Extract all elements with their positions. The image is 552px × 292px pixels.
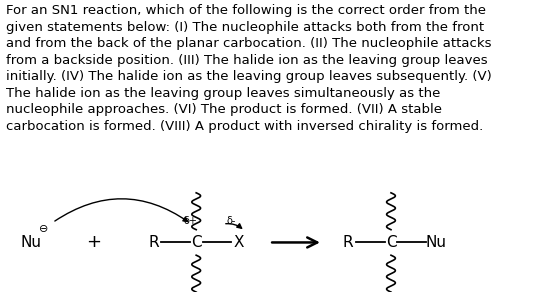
Text: C: C <box>191 235 201 250</box>
Text: δ-: δ- <box>226 216 236 226</box>
Text: R: R <box>343 235 353 250</box>
Text: +: + <box>87 233 102 251</box>
Text: X: X <box>234 235 245 250</box>
Text: Nu: Nu <box>20 235 41 250</box>
Text: R: R <box>148 235 158 250</box>
Text: For an SN1 reaction, which of the following is the correct order from the
given : For an SN1 reaction, which of the follow… <box>6 4 492 133</box>
Text: δ+: δ+ <box>183 216 197 226</box>
Text: C: C <box>386 235 396 250</box>
Text: ⊖: ⊖ <box>39 224 49 234</box>
Text: Nu: Nu <box>426 235 447 250</box>
